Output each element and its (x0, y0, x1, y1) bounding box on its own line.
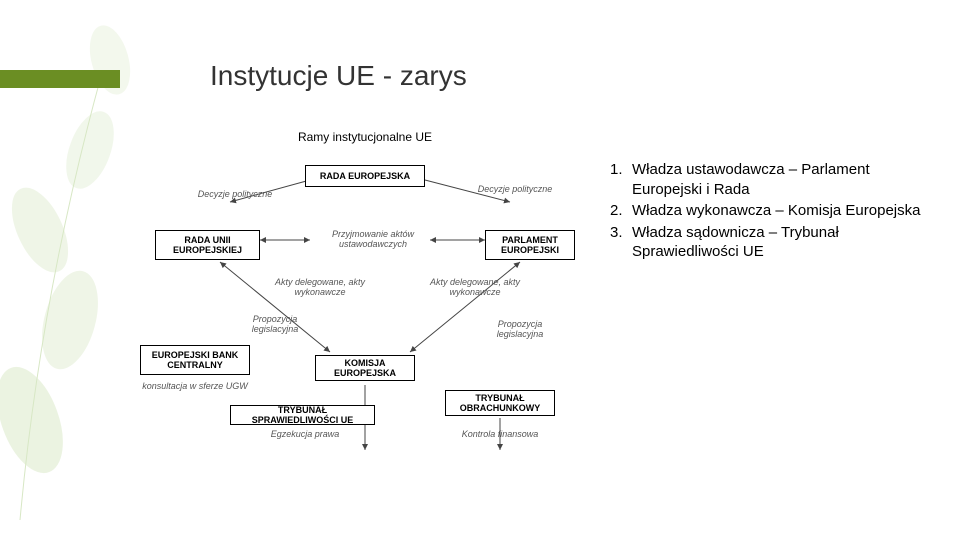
label-prop_leg_l: Propozycja legislacyjna (230, 315, 320, 335)
node-trybunal_spr: TRYBUNAŁ SPRAWIEDLIWOŚCI UE (230, 405, 375, 425)
label-konsult: konsultacja w sferze UGW (140, 382, 250, 392)
diagram-title: Ramy instytucjonalne UE (130, 130, 600, 144)
label-prop_leg_r: Propozycja legislacyjna (475, 320, 565, 340)
arrow-4 (220, 262, 330, 352)
node-trybunal_obr: TRYBUNAŁ OBRACHUNKOWY (445, 390, 555, 416)
diagram-container: Ramy instytucjonalne UE RADA EUROPEJSKA R… (130, 130, 600, 465)
label-dec_pol2: Decyzje polityczne (465, 185, 565, 195)
list-item: 2.Władza wykonawcza – Komisja Europejska (610, 201, 940, 221)
node-rada_unii: RADA UNII EUROPEJSKIEJ (155, 230, 260, 260)
label-kontrola: Kontrola finansowa (440, 430, 560, 440)
node-rada_eur: RADA EUROPEJSKA (305, 165, 425, 187)
list-item: 3.Władza sądownicza – Trybunał Sprawiedl… (610, 223, 940, 262)
label-akty_del_r: Akty delegowane, akty wykonawcze (420, 278, 530, 298)
label-egzek: Egzekucja prawa (245, 430, 365, 440)
slide-title: Instytucje UE - zarys (210, 60, 467, 92)
node-parlament: PARLAMENT EUROPEJSKI (485, 230, 575, 260)
label-przyjm: Przyjmowanie aktów ustawodawczych (298, 230, 448, 250)
label-akty_del_l: Akty delegowane, akty wykonawcze (265, 278, 375, 298)
label-dec_pol: Decyzje polityczne (185, 190, 285, 200)
right-list: 1.Władza ustawodawcza – Parlament Europe… (610, 160, 940, 264)
node-ebc: EUROPEJSKI BANK CENTRALNY (140, 345, 250, 375)
accent-bar (0, 70, 120, 88)
list-item: 1.Władza ustawodawcza – Parlament Europe… (610, 160, 940, 199)
node-komisja: KOMISJA EUROPEJSKA (315, 355, 415, 381)
